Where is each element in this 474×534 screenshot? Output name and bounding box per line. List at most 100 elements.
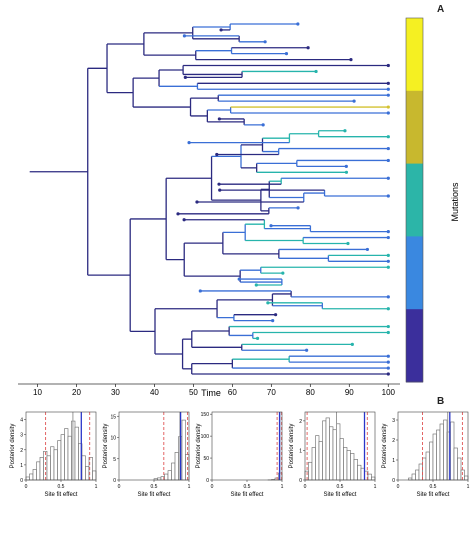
tree-tip — [344, 170, 349, 174]
histogram-bar — [315, 435, 320, 481]
tree-tip — [386, 135, 390, 139]
y-tick-label: 3 — [392, 418, 395, 424]
x-tick-label: 0 — [25, 484, 28, 490]
y-tick-label: 15 — [110, 414, 116, 420]
tree-tip — [386, 81, 390, 85]
tree-tip — [386, 366, 390, 370]
y-tick-label: 150 — [201, 412, 210, 418]
histogram-bar — [450, 421, 455, 481]
histogram-bar — [425, 451, 430, 481]
tree-tip — [386, 354, 390, 358]
colorbar-segment — [406, 18, 423, 92]
colorbar-segment — [406, 163, 423, 237]
tree-tip — [182, 34, 187, 38]
x-tick-label: 0 — [211, 484, 214, 490]
histogram-bar — [318, 441, 323, 481]
tree-tip — [346, 241, 350, 246]
x-axis-label: Site fit effect — [324, 492, 357, 498]
tree-tip — [195, 200, 199, 204]
x-tick-label: 1 — [374, 484, 377, 490]
histogram-bar — [164, 473, 169, 481]
histogram-bar — [346, 450, 351, 481]
tree-tip — [386, 63, 390, 68]
tree-tip — [386, 235, 390, 240]
colorbar-segment — [406, 309, 423, 383]
histogram-bar — [29, 473, 34, 481]
tree-tip — [217, 182, 221, 186]
histogram-subplot: 0 1 2 3 0 0.5 1 Site fit effect Posterior densit… — [382, 411, 470, 498]
histogram-bar — [350, 453, 355, 481]
tree-tip — [306, 46, 310, 50]
histogram-bar — [74, 426, 79, 481]
histogram-bar — [50, 446, 55, 481]
y-tick-label: 100 — [201, 434, 210, 440]
x-axis-label: Site fit effect — [138, 492, 171, 498]
time-tick-label: 50 — [189, 388, 198, 397]
histogram-bar — [43, 450, 48, 481]
panel-a-label: A — [437, 4, 445, 15]
x-axis-label: Site fit effect — [45, 492, 78, 498]
histogram-bar — [60, 434, 65, 481]
tree-tip — [281, 271, 285, 275]
histogram-bar — [32, 469, 37, 481]
histogram-bar — [464, 475, 469, 481]
histogram-bar — [157, 477, 162, 481]
tree-tip — [255, 336, 260, 341]
histogram-bar — [167, 470, 172, 481]
tree-tip — [215, 152, 219, 157]
tree-tip — [187, 141, 191, 145]
tree-tip — [217, 117, 221, 121]
tree-tip — [314, 69, 318, 74]
tree-tip — [386, 111, 390, 115]
tree-tip — [182, 218, 186, 222]
histogram-bar — [322, 420, 327, 481]
tree-tip — [386, 253, 390, 257]
tree-tip — [263, 40, 267, 44]
tree-tip — [284, 52, 289, 56]
histogram-bar — [443, 419, 448, 481]
histogram-bar — [25, 476, 30, 481]
histogram-bar — [453, 447, 458, 481]
histogram-subplot: 0 1 2 3 4 0 0.5 1 Site fit effect Posterior densi… — [10, 411, 98, 498]
x-axis-label: Site fit effect — [417, 492, 450, 498]
histogram-bar — [367, 473, 372, 481]
y-tick-label: 2 — [392, 438, 395, 444]
y-tick-label: 1 — [299, 448, 302, 454]
y-tick-label: 4 — [20, 418, 23, 424]
histogram-bar — [171, 462, 176, 481]
tree-tip — [386, 146, 390, 151]
histogram-bar — [36, 461, 41, 481]
x-tick-label: 0.5 — [244, 484, 251, 490]
tree-tip — [386, 93, 390, 97]
histogram-bar — [411, 473, 416, 481]
tree-tip — [386, 360, 390, 364]
tree-tip — [176, 212, 180, 216]
histogram-bar — [357, 464, 362, 481]
colorbar-frame — [405, 17, 424, 383]
histogram-bar — [422, 457, 427, 481]
histogram-bar — [457, 457, 462, 481]
time-tick-label: 10 — [33, 388, 42, 397]
histogram-bar — [308, 461, 313, 481]
histogram-bar — [53, 449, 58, 481]
tree-tip — [386, 158, 390, 163]
x-tick-label: 0.5 — [430, 484, 437, 490]
tree-tip — [386, 265, 390, 269]
histogram-bar — [371, 476, 376, 481]
tree-tip — [386, 259, 390, 263]
histogram-bar — [181, 419, 186, 481]
histogram-bar — [415, 469, 420, 481]
histogram-bar — [174, 452, 179, 481]
histogram-bar — [46, 455, 51, 481]
x-axis-label: Site fit effect — [231, 492, 264, 498]
x-tick-label: 1 — [467, 484, 470, 490]
histogram-bar — [418, 463, 423, 481]
tree-tip — [305, 348, 309, 352]
tree-tip — [218, 188, 222, 192]
y-tick-label: 1 — [20, 463, 23, 469]
histogram-bar — [439, 423, 444, 481]
tree-tip — [271, 319, 275, 323]
y-axis-label: Posterior density — [10, 424, 16, 469]
histogram-bar — [432, 433, 437, 481]
